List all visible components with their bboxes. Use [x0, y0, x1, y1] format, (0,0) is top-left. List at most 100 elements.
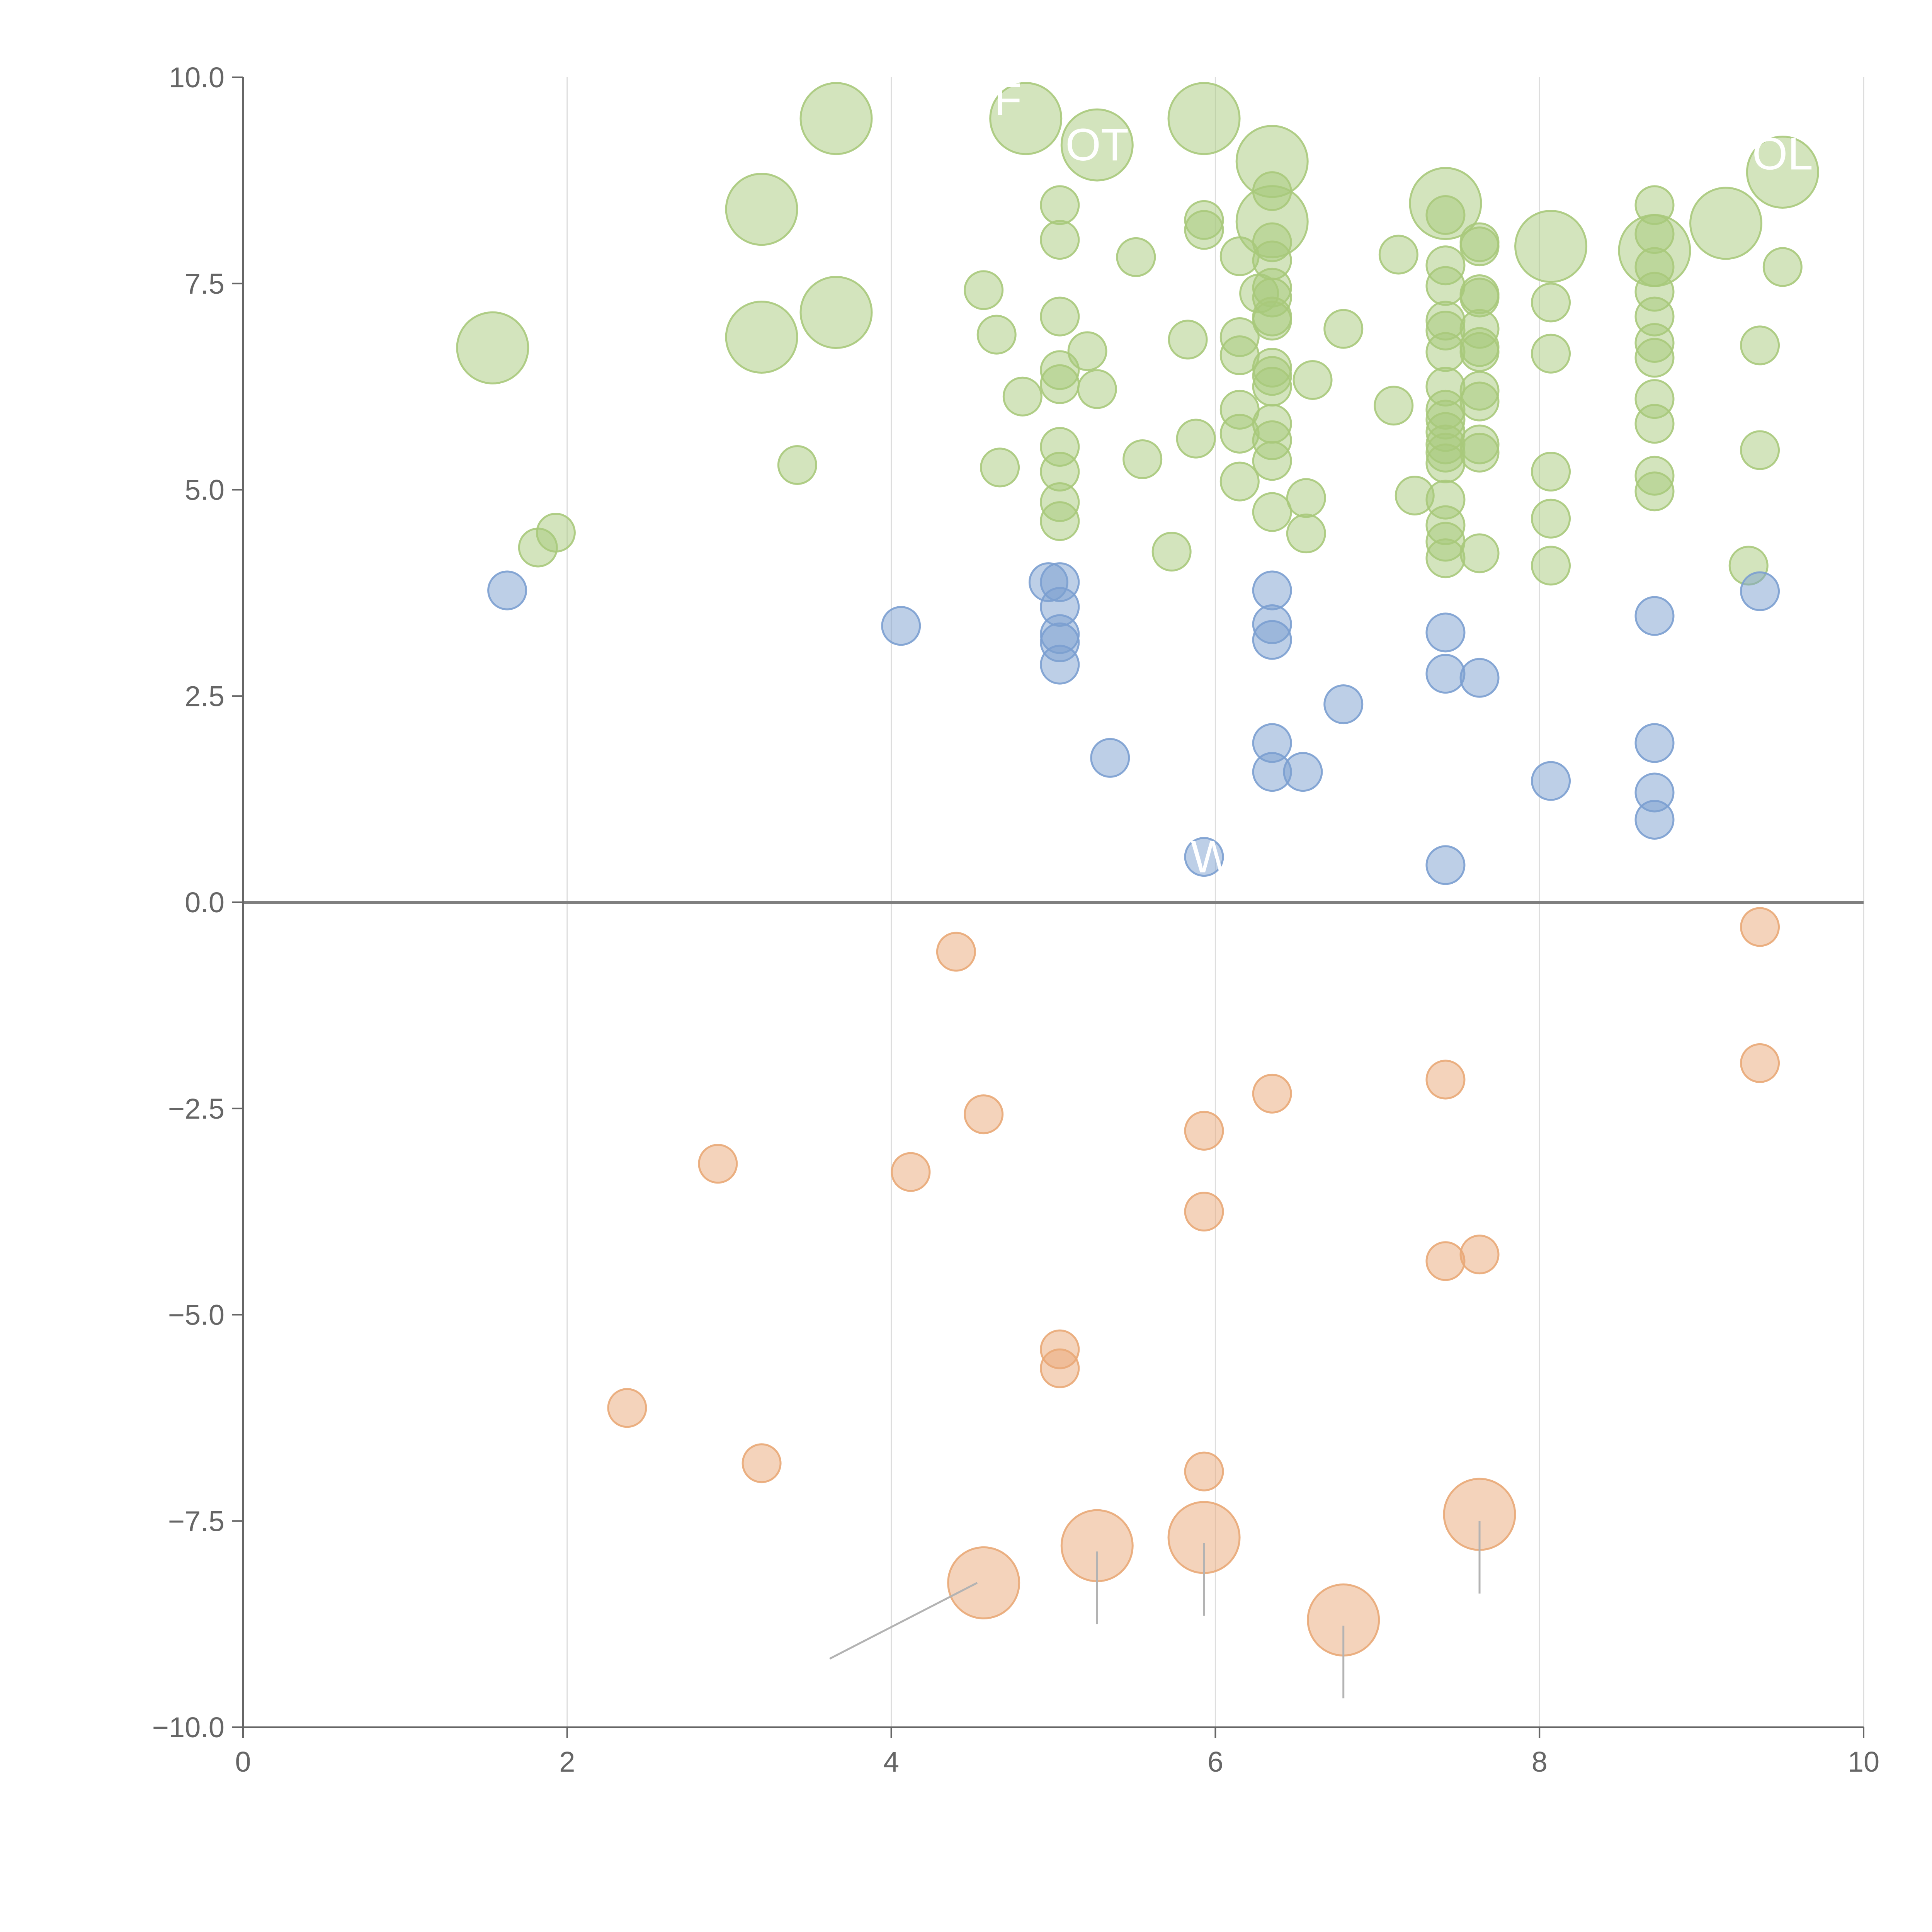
y-tick-label: −5.0	[168, 1299, 224, 1331]
data-point	[1040, 296, 1080, 337]
data-point	[1531, 452, 1571, 492]
data-point	[1040, 185, 1080, 225]
tick-labels: 10.0 7.5 5.0 2.5 0.0 −2.5 −5.0 −7.5 −10.0 0 2 4 6 8 10	[152, 61, 1879, 1778]
data-point	[1067, 331, 1107, 371]
data-point	[1514, 210, 1588, 283]
data-point	[725, 301, 798, 374]
data-point	[1634, 338, 1675, 378]
data-point	[607, 1388, 647, 1428]
data-point	[1459, 432, 1500, 473]
x-tick-label: 4	[883, 1746, 899, 1778]
data-point	[1184, 1451, 1224, 1492]
data-point	[1286, 478, 1326, 518]
data-point	[1184, 1192, 1224, 1232]
data-point	[1167, 82, 1241, 155]
data-point	[1425, 443, 1466, 483]
data-point	[936, 932, 976, 972]
data-point	[1090, 738, 1130, 778]
data-point	[456, 311, 529, 384]
data-point	[1459, 1235, 1500, 1275]
data-point	[1293, 360, 1333, 400]
data-point	[1122, 439, 1163, 480]
leader-line	[829, 1582, 978, 1660]
data-point	[1425, 612, 1466, 653]
y-tick-label: −2.5	[168, 1093, 224, 1125]
axes	[232, 77, 1864, 1738]
data-point	[964, 1094, 1004, 1134]
data-point	[1168, 320, 1208, 360]
data-point	[742, 1443, 782, 1483]
data-point	[1634, 404, 1675, 444]
data-point	[1286, 514, 1326, 554]
data-point	[1252, 620, 1292, 660]
data-point	[1634, 800, 1675, 840]
data-point	[1378, 235, 1418, 275]
data-point	[964, 270, 1004, 310]
data-point	[1040, 364, 1080, 404]
data-point	[1184, 1111, 1224, 1151]
y-tick-label: 10.0	[169, 61, 224, 94]
data-point	[1176, 418, 1216, 459]
annotation-label: OT	[1065, 119, 1129, 170]
annotation-label: F	[994, 74, 1022, 125]
data-point	[698, 1144, 738, 1184]
x-tick-label: 6	[1208, 1746, 1223, 1778]
y-tick-label: 2.5	[185, 680, 224, 712]
data-point	[891, 1152, 931, 1192]
data-point	[799, 82, 873, 155]
data-point	[536, 513, 576, 553]
leader-lines	[829, 1521, 1481, 1699]
data-points	[456, 82, 1819, 1656]
data-point	[1740, 571, 1780, 611]
data-point	[777, 445, 817, 485]
annotation-label: OL	[1752, 129, 1813, 180]
data-point	[1425, 1241, 1466, 1281]
data-point	[1252, 171, 1292, 211]
data-point	[1531, 282, 1571, 323]
data-point	[1151, 532, 1192, 572]
data-point	[1184, 210, 1224, 250]
data-point	[1740, 430, 1780, 470]
data-point	[1252, 1073, 1292, 1114]
data-point	[976, 315, 1017, 355]
y-tick-label: −10.0	[152, 1711, 224, 1743]
data-point	[1459, 226, 1500, 267]
data-point	[1283, 752, 1323, 792]
data-point	[881, 606, 921, 646]
data-point	[1252, 570, 1292, 611]
annotations: F OT OL W	[994, 74, 1813, 883]
data-point	[1002, 376, 1043, 417]
data-point	[980, 447, 1020, 488]
data-point	[1740, 907, 1780, 947]
data-point	[1425, 845, 1466, 885]
data-point	[1425, 1060, 1466, 1100]
data-point	[1531, 761, 1571, 801]
y-tick-label: 7.5	[185, 268, 224, 300]
data-point	[1459, 533, 1500, 573]
data-point	[1531, 333, 1571, 374]
y-tick-label: 5.0	[185, 474, 224, 506]
data-point	[1459, 658, 1500, 698]
data-point	[1252, 492, 1292, 532]
data-point	[1425, 195, 1466, 235]
data-point	[1531, 546, 1571, 586]
data-point	[989, 82, 1063, 155]
data-point	[1746, 136, 1819, 209]
data-point	[947, 1546, 1020, 1619]
data-point	[1252, 367, 1292, 407]
data-point	[1323, 309, 1364, 349]
data-point	[1762, 247, 1803, 287]
y-tick-label: −7.5	[168, 1505, 224, 1537]
data-point	[1425, 654, 1466, 694]
data-point	[1634, 596, 1675, 636]
data-point	[799, 276, 873, 349]
data-point	[1040, 220, 1080, 260]
data-point	[1219, 461, 1260, 502]
x-tick-label: 0	[235, 1746, 251, 1778]
data-point	[1425, 266, 1466, 306]
x-tick-label: 2	[559, 1746, 575, 1778]
data-point	[725, 173, 798, 246]
data-point	[1740, 1043, 1780, 1083]
data-point	[1077, 369, 1117, 409]
data-point	[487, 570, 527, 611]
